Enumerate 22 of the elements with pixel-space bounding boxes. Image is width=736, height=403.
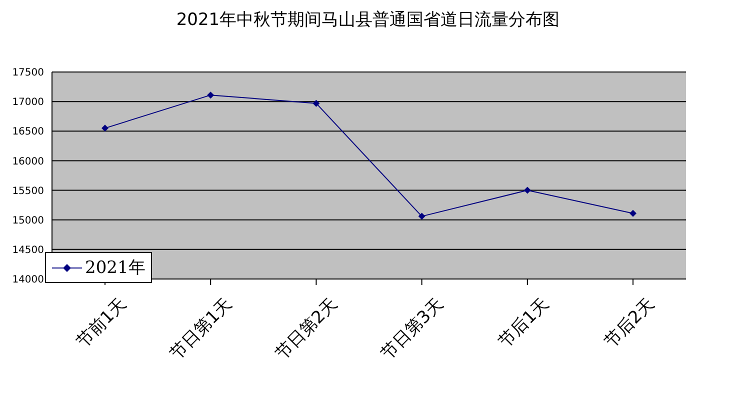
point: [102, 124, 108, 132]
x-tick-label: 节前1天: [72, 294, 131, 352]
point: [630, 210, 636, 217]
point: [207, 92, 214, 99]
x-tick-label: 节后2天: [600, 294, 659, 352]
point: [524, 186, 531, 194]
x-tick-label: 节后1天: [495, 294, 553, 352]
chart-title: 2021年中秋节期间马山县普通国省道日流量分布图: [175, 9, 561, 30]
y-tick-label: 15000: [12, 215, 44, 226]
x-tick-label: 节日第1天: [166, 294, 236, 364]
point: [418, 212, 426, 220]
y-tick-label: 14500: [12, 244, 44, 256]
legend-label: 2021年: [85, 257, 146, 279]
y-tick-label: 16000: [12, 156, 44, 168]
x-tick-label: 节日第2天: [272, 294, 342, 364]
y-tick-label: 17000: [12, 97, 44, 108]
point: [312, 100, 320, 107]
y-tick-label: 15500: [12, 186, 44, 197]
y-tick-label: 16500: [12, 126, 44, 138]
y-tick-label: 14000: [12, 274, 44, 286]
y-tick-label: 17500: [12, 68, 44, 79]
x-tick-label: 节日第3天: [377, 294, 448, 364]
